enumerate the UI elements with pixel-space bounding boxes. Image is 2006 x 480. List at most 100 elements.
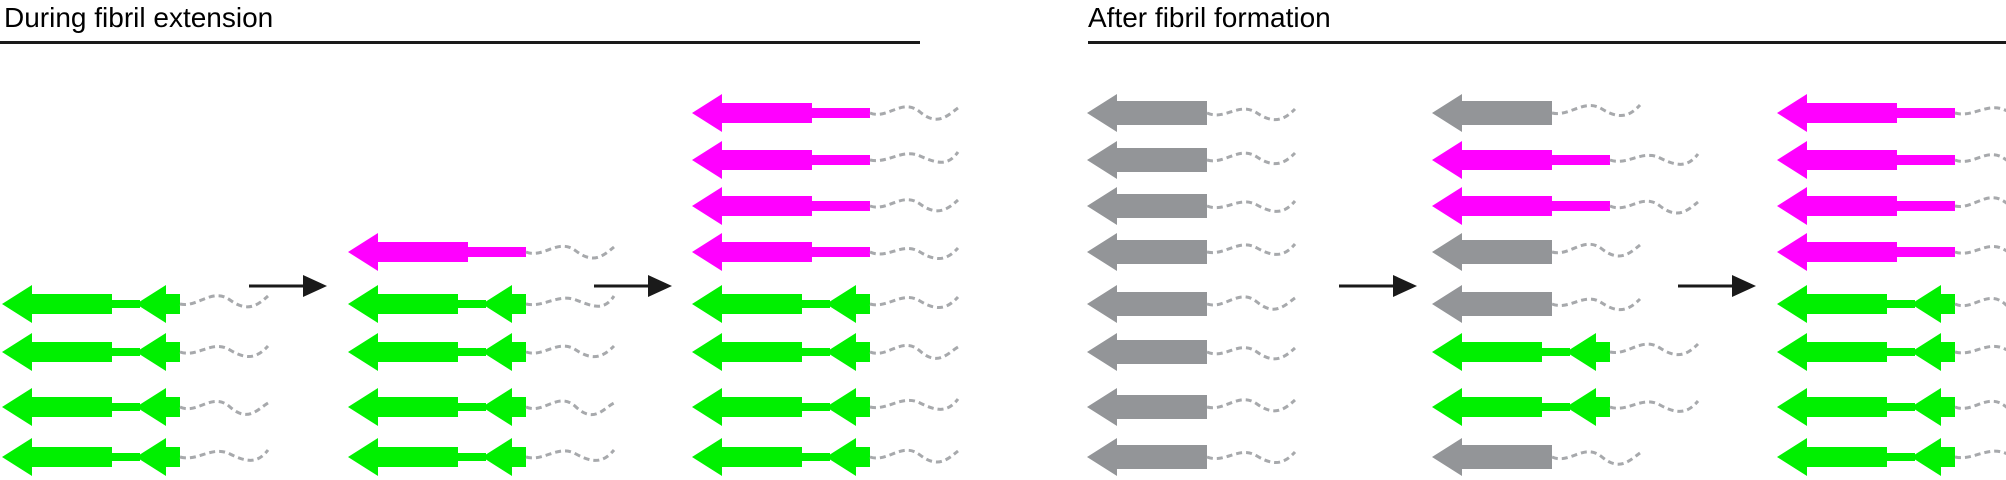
strand-linker [1542, 348, 1570, 356]
disordered-tail [525, 244, 615, 260]
strand-linker [1887, 300, 1915, 308]
green-beta-strand [1911, 438, 1955, 476]
strand-linker [802, 453, 830, 461]
green-beta-strand [348, 333, 458, 371]
green-beta-strand [1566, 333, 1610, 371]
disordered-tail [1206, 200, 1297, 213]
panel-title-during-extension: During fibril extension [4, 2, 274, 33]
magenta-beta-strand [692, 233, 812, 271]
green-beta-strand [692, 333, 802, 371]
gray-beta-strand [1087, 333, 1207, 371]
strand-extension [812, 108, 870, 118]
title-underline [1088, 41, 2006, 44]
green-beta-strand [2, 333, 112, 371]
disordered-tail [1954, 399, 2006, 410]
green-beta-strand [692, 438, 802, 476]
green-beta-strand [136, 388, 180, 426]
gray-beta-strand [1432, 233, 1552, 271]
green-beta-strand [348, 438, 458, 476]
green-beta-strand [826, 333, 870, 371]
transition-arrow-head [1732, 275, 1756, 297]
strand-linker [802, 300, 830, 308]
disordered-tail [1954, 106, 2006, 116]
disordered-tail [1551, 103, 1642, 117]
disordered-tail [1954, 344, 2006, 355]
transition-arrow-head [648, 275, 672, 297]
disordered-tail [869, 295, 960, 309]
disordered-tail [869, 246, 960, 260]
green-beta-strand [136, 285, 180, 323]
green-beta-strand [826, 438, 870, 476]
disordered-tail [525, 344, 616, 359]
strand-extension [1897, 201, 1955, 211]
disordered-tail [869, 398, 960, 411]
strand-extension [1897, 108, 1955, 118]
green-beta-strand [1777, 438, 1887, 476]
disordered-tail [869, 198, 960, 213]
green-beta-strand [1432, 333, 1542, 371]
green-beta-strand [1777, 333, 1887, 371]
disordered-tail [1206, 450, 1297, 464]
disordered-tail [869, 343, 959, 360]
strand-extension [1552, 155, 1610, 165]
gray-beta-strand [1087, 233, 1207, 271]
green-beta-strand [482, 438, 526, 476]
magenta-beta-strand [692, 187, 812, 225]
disordered-tail [869, 151, 960, 164]
disordered-tail [869, 448, 959, 464]
strand-extension [812, 155, 870, 165]
disordered-tail [1609, 342, 1700, 357]
disordered-tail [1551, 450, 1641, 466]
green-beta-strand [136, 438, 180, 476]
magenta-beta-strand [1777, 233, 1897, 271]
disordered-tail [1206, 295, 1296, 311]
green-beta-strand [692, 388, 802, 426]
strand-linker [1542, 403, 1570, 411]
green-beta-strand [482, 388, 526, 426]
green-beta-strand [136, 333, 180, 371]
disordered-tail [1551, 297, 1642, 312]
green-beta-strand [348, 285, 458, 323]
strand-extension [812, 201, 870, 211]
magenta-beta-strand [1777, 187, 1897, 225]
magenta-beta-strand [1432, 187, 1552, 225]
gray-beta-strand [1087, 285, 1207, 323]
disordered-tail [1206, 346, 1297, 361]
strand-extension [1897, 247, 1955, 257]
disordered-tail [179, 399, 269, 416]
green-beta-strand [1777, 388, 1887, 426]
disordered-tail [1609, 400, 1700, 413]
disordered-tail [525, 295, 616, 308]
strand-linker [112, 348, 140, 356]
strand-linker [802, 403, 830, 411]
strand-extension [468, 247, 526, 257]
green-beta-strand [1566, 388, 1610, 426]
gray-beta-strand [1432, 94, 1552, 132]
strand-linker [112, 300, 140, 308]
disordered-tail [1206, 107, 1297, 122]
disordered-tail [1954, 449, 2006, 460]
green-beta-strand [2, 438, 112, 476]
green-beta-strand [1911, 388, 1955, 426]
green-beta-strand [1911, 285, 1955, 323]
green-beta-strand [692, 285, 802, 323]
green-beta-strand [348, 388, 458, 426]
disordered-tail [179, 294, 270, 309]
disordered-tail [179, 449, 270, 462]
strand-linker [112, 403, 140, 411]
disordered-tail [1954, 153, 2006, 163]
green-beta-strand [1911, 333, 1955, 371]
green-beta-strand [2, 285, 112, 323]
magenta-beta-strand [692, 94, 812, 132]
panel-title-after-formation: After fibril formation [1088, 2, 1331, 33]
strand-linker [458, 300, 486, 308]
disordered-tail [525, 449, 616, 462]
disordered-tail [1206, 398, 1297, 413]
disordered-tail [1206, 151, 1297, 166]
magenta-beta-strand [692, 141, 812, 179]
strand-linker [1887, 453, 1915, 461]
title-underline [0, 41, 920, 44]
transition-arrow-head [1393, 275, 1417, 297]
strand-linker [458, 403, 486, 411]
